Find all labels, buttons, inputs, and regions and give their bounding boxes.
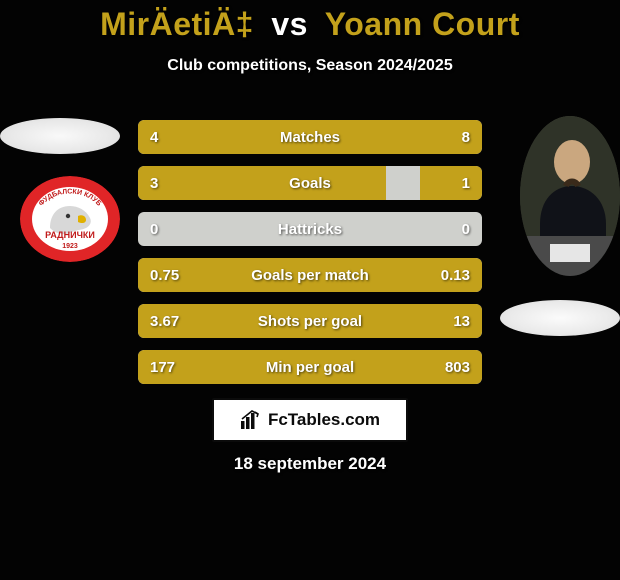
- player2-club-logo-placeholder: [500, 300, 620, 336]
- bar-right: [200, 350, 482, 384]
- bar-left: [138, 350, 200, 384]
- stat-row: 177803Min per goal: [138, 350, 482, 384]
- stat-label: Hattricks: [138, 212, 482, 246]
- vs-label: vs: [271, 6, 308, 42]
- stat-row: 0 0Hattricks: [138, 212, 482, 246]
- bar-left: [138, 166, 386, 200]
- value-right: 0: [462, 212, 470, 246]
- player2-photo: [520, 116, 620, 276]
- page-title: MirÄetiÄ‡ vs Yoann Court: [0, 6, 620, 43]
- stat-row: 0.750.13Goals per match: [138, 258, 482, 292]
- bar-left: [138, 258, 430, 292]
- svg-text:1923: 1923: [62, 243, 78, 250]
- player2-name: Yoann Court: [325, 6, 520, 42]
- player1-name: MirÄetiÄ‡: [100, 6, 254, 42]
- player1-photo-placeholder: [0, 118, 120, 154]
- brand-text: FcTables.com: [268, 410, 380, 430]
- subtitle: Club competitions, Season 2024/2025: [0, 57, 620, 75]
- stat-row: 48Matches: [138, 120, 482, 154]
- brand-box: FcTables.com: [212, 398, 408, 442]
- value-left: 0: [150, 212, 158, 246]
- stat-row: 31Goals: [138, 166, 482, 200]
- bar-right: [430, 258, 482, 292]
- bar-left: [138, 304, 214, 338]
- svg-text:РАДНИЧКИ: РАДНИЧКИ: [45, 230, 95, 240]
- bar-left: [138, 120, 252, 154]
- bar-right: [420, 166, 482, 200]
- stat-row: 3.6713Shots per goal: [138, 304, 482, 338]
- bar-right: [214, 304, 482, 338]
- player1-club-logo: ФУДБАЛСКИ КЛУБ РАДНИЧКИ 1923: [20, 176, 120, 262]
- brand-chart-icon: [240, 410, 262, 430]
- bar-right: [252, 120, 482, 154]
- comparison-infographic: MirÄetiÄ‡ vs Yoann Court Club competitio…: [0, 0, 620, 580]
- comparison-rows: 48Matches 31Goals 0 0Hattricks 0.750.13Goals…: [138, 120, 482, 396]
- date-label: 18 september 2024: [0, 454, 620, 474]
